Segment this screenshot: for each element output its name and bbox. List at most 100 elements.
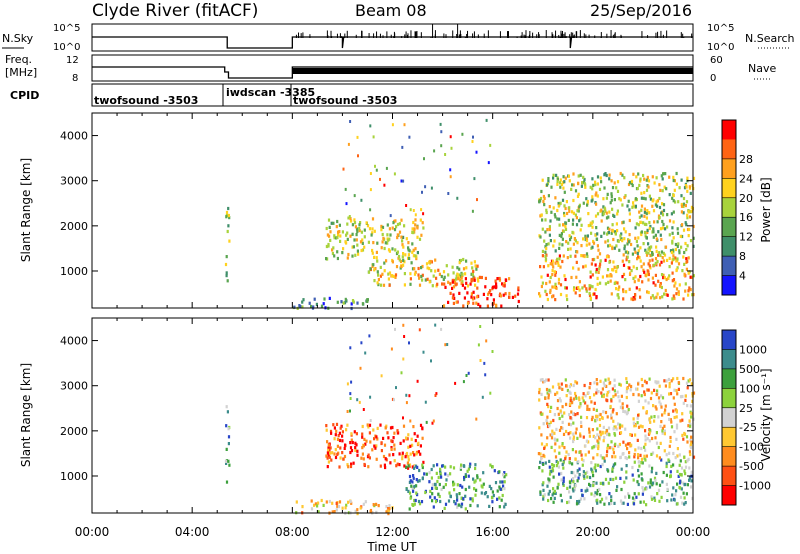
heatmap-cell <box>576 241 579 245</box>
heatmap-cell <box>595 237 598 241</box>
heatmap-cell <box>591 258 594 262</box>
heatmap-cell <box>672 220 675 224</box>
heatmap-cell <box>643 270 646 274</box>
heatmap-cell <box>581 396 584 400</box>
nsky-spike <box>415 31 417 38</box>
heatmap-cell <box>619 234 622 238</box>
heatmap-cell <box>594 214 598 218</box>
heatmap-cell <box>407 246 410 250</box>
heatmap-cell <box>685 257 688 261</box>
heatmap-cell <box>362 444 365 448</box>
heatmap-cell <box>549 219 552 223</box>
heatmap-cell <box>562 254 565 258</box>
heatmap-cell <box>337 230 340 234</box>
heatmap-cell <box>476 286 479 290</box>
heatmap-cell <box>396 462 399 466</box>
colorbar-swatch <box>722 427 736 447</box>
heatmap-cell <box>339 446 342 450</box>
heatmap-cell <box>660 420 663 424</box>
heatmap-cell <box>581 493 584 498</box>
heatmap-cell <box>322 503 325 507</box>
heatmap-cell <box>676 454 679 458</box>
heatmap-cell <box>541 227 544 231</box>
heatmap-cell <box>431 421 434 425</box>
heatmap-cell <box>625 464 628 468</box>
heatmap-cell <box>675 489 678 493</box>
heatmap-cell <box>488 291 491 295</box>
heatmap-cell <box>654 203 657 207</box>
heatmap-cell <box>336 250 339 254</box>
heatmap-cell <box>437 492 440 496</box>
heatmap-cell <box>689 191 692 195</box>
heatmap-cell <box>566 500 569 505</box>
heatmap-cell <box>329 451 332 455</box>
nsky-spike <box>373 33 375 38</box>
heatmap-cell <box>403 272 406 276</box>
heatmap-cell <box>423 157 425 161</box>
heatmap-cell <box>550 405 553 409</box>
heatmap-cell <box>344 240 347 244</box>
heatmap-cell <box>608 446 611 450</box>
heatmap-cell <box>484 373 487 377</box>
heatmap-cell <box>225 210 229 215</box>
heatmap-cell <box>613 265 616 269</box>
heatmap-cell <box>674 242 677 247</box>
heatmap-cell <box>674 247 677 252</box>
heatmap-cell <box>503 505 506 509</box>
heatmap-cell <box>331 501 334 505</box>
nsky-spike <box>524 35 526 38</box>
heatmap-cell <box>367 465 370 469</box>
heatmap-cell <box>313 503 316 507</box>
heatmap-cell <box>558 246 561 250</box>
heatmap-cell <box>588 293 592 298</box>
heatmap-cell <box>353 218 356 222</box>
heatmap-cell <box>413 227 416 231</box>
heatmap-cell <box>575 275 578 279</box>
heatmap-cell <box>393 443 396 447</box>
heatmap-cell <box>679 459 682 463</box>
heatmap-cell <box>570 410 573 414</box>
heatmap-cell <box>375 502 378 506</box>
heatmap-cell <box>657 253 660 257</box>
heatmap-cell <box>645 250 648 254</box>
heatmap-cell <box>409 277 412 281</box>
heatmap-cell <box>660 250 664 254</box>
heatmap-cell <box>392 221 395 225</box>
heatmap-cell <box>603 186 606 190</box>
heatmap-cell <box>641 492 644 496</box>
heatmap-cell <box>672 250 675 254</box>
heatmap-cell <box>360 230 363 234</box>
heatmap-cell <box>372 263 375 267</box>
heatmap-cell <box>663 185 666 189</box>
cpid-segment-1: twofsound -3503 <box>94 94 198 107</box>
heatmap-cell <box>356 512 359 516</box>
heatmap-cell <box>672 377 675 381</box>
heatmap-cell <box>638 464 641 468</box>
heatmap-cell <box>369 440 372 444</box>
heatmap-cell <box>364 351 367 355</box>
heatmap-cell <box>514 294 517 298</box>
heatmap-cell <box>545 419 548 423</box>
heatmap-cell <box>583 383 586 388</box>
heatmap-cell <box>433 496 436 500</box>
heatmap-cell <box>623 244 626 248</box>
freq-unit: [MHz] <box>5 66 37 79</box>
nsky-spike <box>560 30 562 38</box>
heatmap-cell <box>341 230 344 234</box>
heatmap-cell <box>619 198 622 202</box>
heatmap-cell <box>596 276 599 280</box>
heatmap-cell <box>673 284 676 288</box>
heatmap-cell <box>655 176 658 180</box>
heatmap-cell <box>608 227 611 231</box>
heatmap-cell <box>380 374 383 378</box>
heatmap-cell <box>476 198 478 202</box>
heatmap-cell <box>651 204 654 208</box>
heatmap-cell <box>591 273 594 277</box>
heatmap-cell <box>633 460 636 464</box>
heatmap-cell <box>686 216 689 220</box>
heatmap-cell <box>576 479 579 483</box>
heatmap-cell <box>627 199 630 203</box>
velocity-xaxis-ticks <box>91 318 694 513</box>
heatmap-cell <box>672 236 675 240</box>
heatmap-cell <box>597 463 600 467</box>
